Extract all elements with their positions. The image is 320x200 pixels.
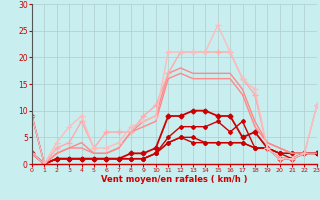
X-axis label: Vent moyen/en rafales ( km/h ): Vent moyen/en rafales ( km/h ) xyxy=(101,175,248,184)
